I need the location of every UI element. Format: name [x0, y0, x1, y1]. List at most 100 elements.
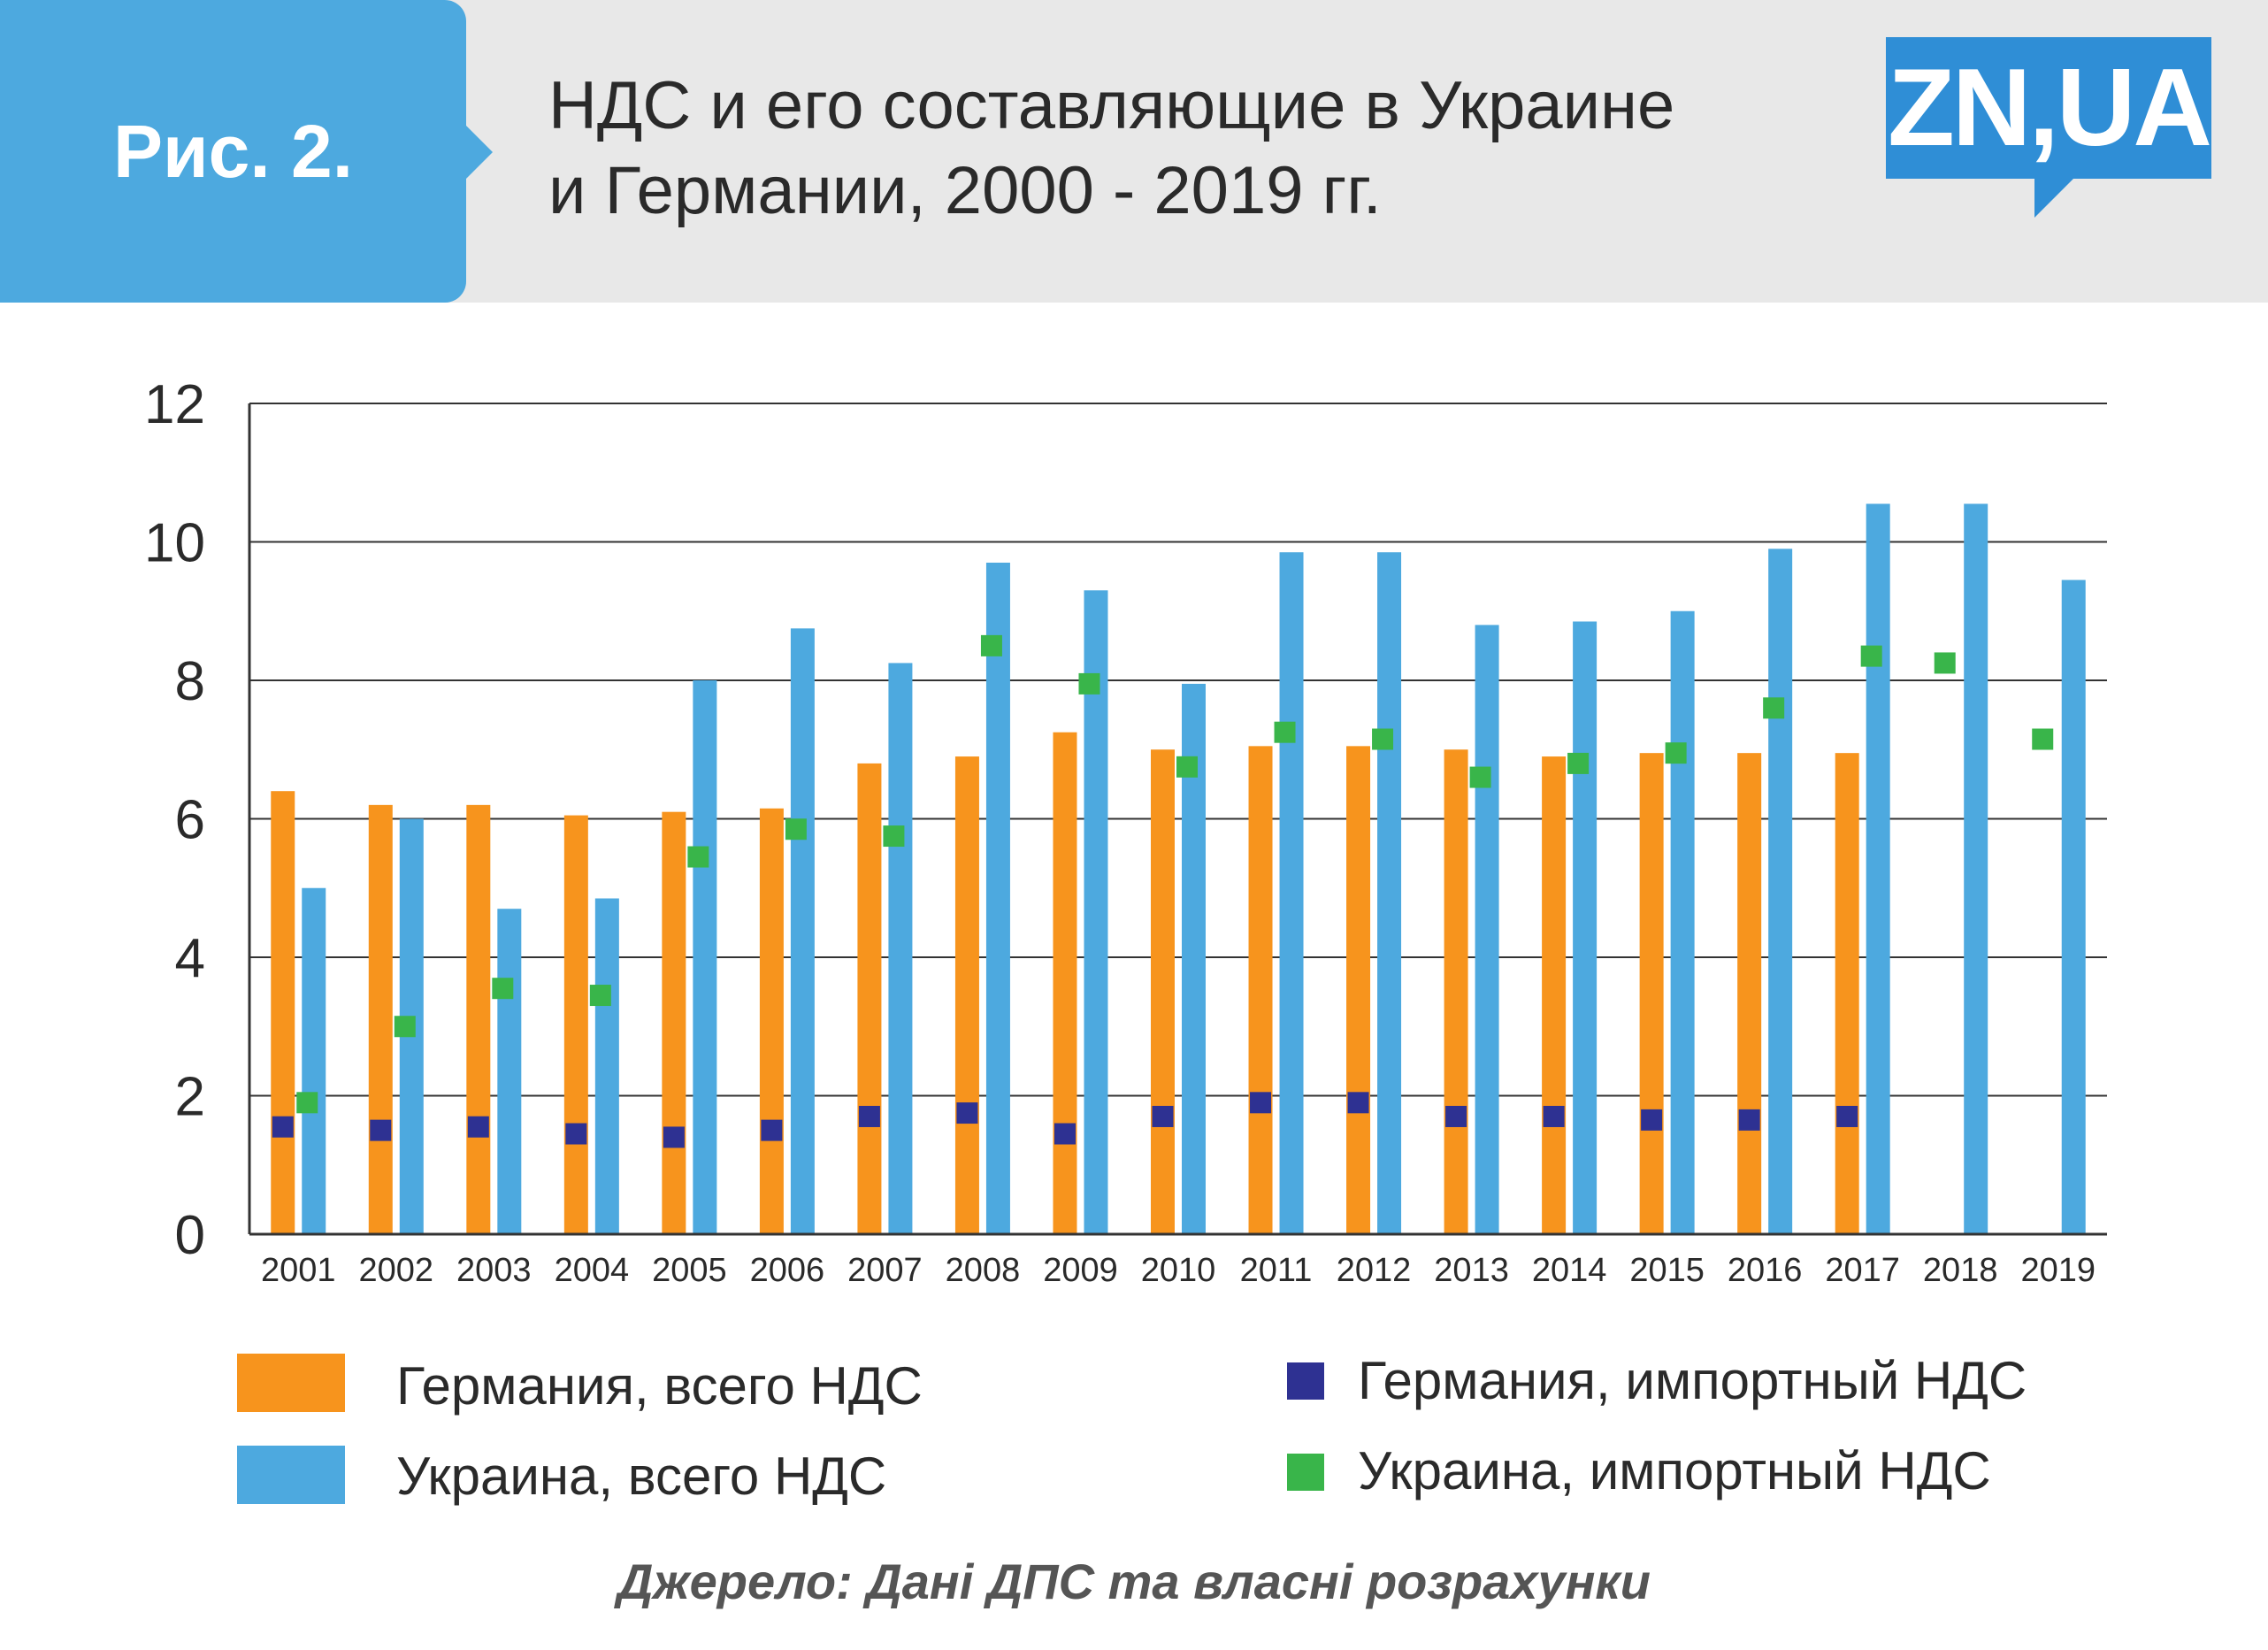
- marker-ukraine-import: [1567, 752, 1590, 774]
- bar-germany-total: [759, 808, 784, 1234]
- legend-label-ukraine-total: Украина, всего НДС: [396, 1447, 887, 1506]
- marker-ukraine-import: [2032, 728, 2054, 750]
- bar-ukraine-total: [985, 562, 1010, 1234]
- marker-germany-import: [761, 1119, 783, 1141]
- marker-ukraine-import: [1078, 672, 1100, 695]
- y-tick-label: 12: [144, 374, 205, 435]
- marker-ukraine-import: [589, 985, 611, 1007]
- x-axis-ticks: 2001 2002 2003 2004 2005 2006 2007 2008 2009 2010…: [261, 1252, 2096, 1289]
- y-tick-label: 8: [175, 651, 205, 712]
- chart-title-line2: и Германии, 2000 - 2019 гг.: [548, 153, 1382, 228]
- x-tick-label: 2010: [1141, 1252, 1216, 1289]
- bar-germany-total: [1053, 732, 1077, 1234]
- marker-germany-import: [1543, 1105, 1565, 1127]
- x-tick-label: 2007: [847, 1252, 923, 1289]
- x-tick-label: 2017: [1825, 1252, 1900, 1289]
- marker-germany-import: [272, 1116, 294, 1138]
- x-tick-label: 2016: [1728, 1252, 1803, 1289]
- bar-ukraine-total: [1279, 552, 1304, 1234]
- legend-swatch-germany-import: [1287, 1362, 1324, 1400]
- marker-ukraine-import: [687, 846, 709, 868]
- legend-label-germany-total: Германия, всего НДС: [396, 1356, 923, 1416]
- marker-germany-import: [1641, 1109, 1663, 1131]
- source-note: Джерело: Дані ДПС та власні розрахунки: [617, 1554, 1651, 1609]
- bar-germany-total: [1346, 746, 1371, 1234]
- x-tick-label: 2019: [2020, 1252, 2096, 1289]
- marker-ukraine-import: [1934, 652, 1956, 674]
- marker-ukraine-import: [1372, 728, 1394, 750]
- markers: [272, 634, 2054, 1148]
- marker-ukraine-import: [1469, 766, 1491, 788]
- bar-ukraine-total: [1670, 610, 1695, 1234]
- bar-germany-total: [954, 756, 979, 1234]
- legend-swatch-ukraine-total: [237, 1446, 345, 1504]
- x-tick-label: 2006: [750, 1252, 825, 1289]
- bar-ukraine-total: [1964, 503, 1988, 1234]
- marker-germany-import: [467, 1116, 489, 1138]
- bar-germany-total: [1835, 753, 1859, 1234]
- marker-ukraine-import: [785, 818, 807, 840]
- x-tick-label: 2011: [1240, 1252, 1313, 1289]
- x-tick-label: 2002: [359, 1252, 434, 1289]
- marker-germany-import: [1836, 1105, 1858, 1127]
- marker-ukraine-import: [1176, 756, 1198, 778]
- bar-germany-total: [1151, 749, 1175, 1234]
- marker-germany-import: [1445, 1105, 1467, 1127]
- bar-germany-total: [368, 804, 393, 1234]
- chart-title-line1: НДС и его составляющие в Украине: [548, 68, 1675, 143]
- marker-germany-import: [1054, 1123, 1076, 1145]
- bar-ukraine-total: [790, 628, 815, 1234]
- x-tick-label: 2014: [1532, 1252, 1607, 1289]
- figure-label: Рис. 2.: [112, 110, 354, 193]
- bar-germany-total: [1542, 756, 1567, 1234]
- bar-ukraine-total: [1475, 625, 1499, 1234]
- marker-germany-import: [370, 1119, 392, 1141]
- grid-lines: [249, 403, 2107, 1097]
- bar-germany-total: [563, 815, 588, 1234]
- y-tick-label: 10: [144, 513, 205, 574]
- bar-germany-total: [857, 763, 882, 1234]
- header-band: Рис. 2. НДС и его составляющие в Украине…: [0, 0, 2268, 303]
- logo-text: ZN,UA: [1888, 47, 2212, 169]
- y-tick-label: 6: [175, 790, 205, 851]
- bar-germany-total: [1737, 753, 1762, 1234]
- legend-swatch-germany-total: [237, 1354, 345, 1412]
- x-tick-label: 2015: [1629, 1252, 1705, 1289]
- x-tick-label: 2012: [1337, 1252, 1412, 1289]
- x-tick-label: 2004: [555, 1252, 630, 1289]
- bar-ukraine-total: [302, 887, 326, 1234]
- marker-ukraine-import: [883, 825, 905, 848]
- bar-ukraine-total: [2061, 579, 2086, 1234]
- legend-swatch-ukraine-import: [1287, 1454, 1324, 1491]
- x-tick-label: 2001: [261, 1252, 336, 1289]
- bar-ukraine-total: [1377, 552, 1402, 1234]
- x-tick-label: 2013: [1434, 1252, 1509, 1289]
- legend-label-ukraine-import: Украина, импортный НДС: [1358, 1441, 1991, 1500]
- bar-germany-total: [662, 811, 686, 1234]
- marker-ukraine-import: [980, 634, 1002, 656]
- bar-ukraine-total: [497, 909, 522, 1234]
- y-tick-label: 4: [175, 928, 205, 989]
- chart-title: НДС и его составляющие в Украине и Герма…: [548, 64, 1674, 234]
- x-tick-label: 2005: [652, 1252, 727, 1289]
- bar-ukraine-total: [888, 663, 913, 1234]
- y-tick-label: 2: [175, 1067, 205, 1128]
- x-tick-label: 2018: [1923, 1252, 1998, 1289]
- bar-ukraine-total: [1768, 549, 1793, 1234]
- marker-ukraine-import: [394, 1016, 416, 1038]
- zn-ua-logo: ZN,UA: [1886, 37, 2212, 218]
- marker-germany-import: [1347, 1092, 1369, 1114]
- bar-ukraine-total: [693, 680, 717, 1234]
- y-axis-ticks: 0 2 4 6 8 10 12: [144, 374, 205, 1266]
- marker-ukraine-import: [492, 978, 514, 1000]
- bar-germany-total: [271, 791, 295, 1234]
- bar-ukraine-total: [1573, 621, 1598, 1234]
- marker-germany-import: [858, 1105, 880, 1127]
- marker-germany-import: [565, 1123, 587, 1145]
- marker-germany-import: [663, 1126, 685, 1148]
- x-tick-label: 2008: [946, 1252, 1021, 1289]
- figure-label-box: Рис. 2.: [0, 0, 493, 303]
- x-tick-label: 2009: [1043, 1252, 1118, 1289]
- bar-germany-total: [1248, 746, 1273, 1234]
